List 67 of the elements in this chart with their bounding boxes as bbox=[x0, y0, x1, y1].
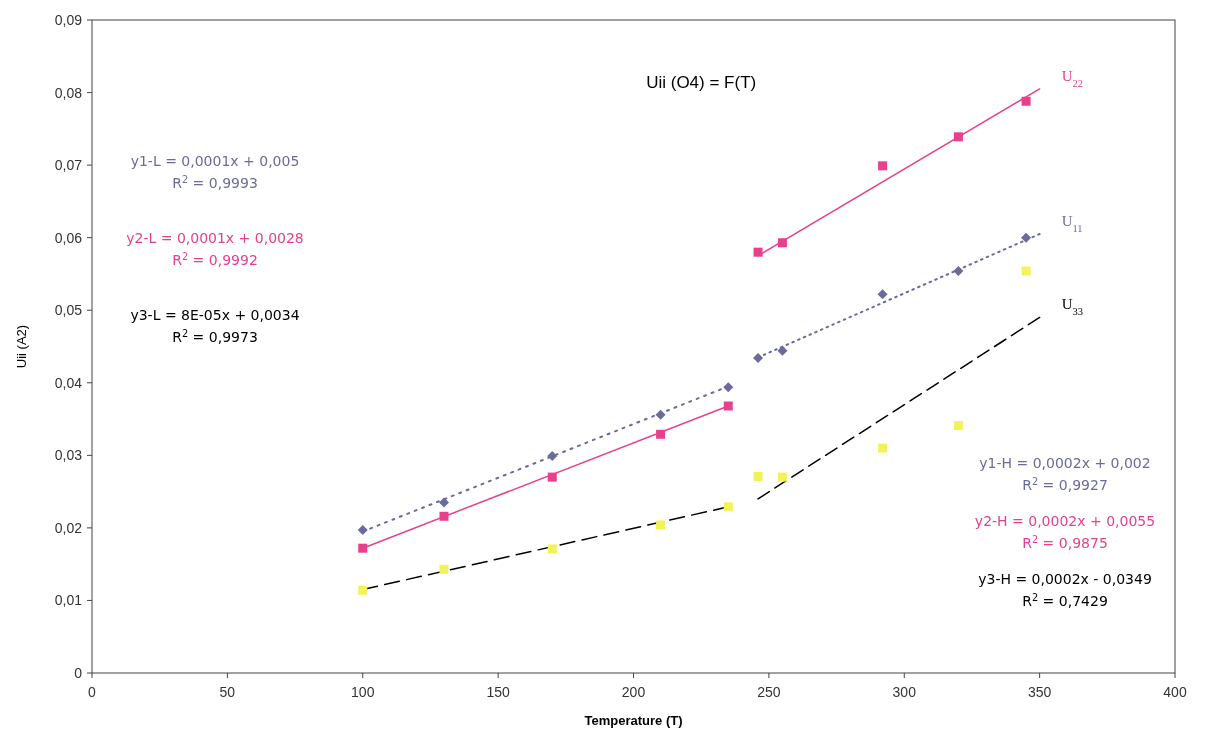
point bbox=[357, 525, 368, 536]
point bbox=[877, 289, 888, 300]
y-axis-title: Uii (A2) bbox=[14, 324, 29, 369]
point bbox=[777, 472, 787, 482]
x-tick-label: 100 bbox=[351, 684, 375, 700]
point bbox=[1021, 232, 1032, 243]
y-tick-label: 0,04 bbox=[54, 374, 83, 391]
annotation: R$^{2}$ = 0,7429 bbox=[1022, 591, 1108, 609]
point bbox=[777, 238, 787, 248]
point bbox=[358, 543, 368, 553]
y-tick-label: 0,01 bbox=[54, 592, 83, 609]
annotation: R$^{2}$ = 0,9875 bbox=[1022, 533, 1108, 551]
point bbox=[1021, 266, 1031, 276]
point bbox=[547, 451, 558, 462]
x-tick-label: 300 bbox=[892, 684, 917, 700]
annotation: R$^{2}$ = 0,9973 bbox=[172, 327, 258, 345]
point bbox=[753, 471, 763, 481]
point bbox=[953, 421, 963, 431]
point bbox=[723, 382, 734, 393]
x-tick-label: 350 bbox=[1027, 684, 1052, 700]
point bbox=[439, 564, 449, 574]
point bbox=[1021, 96, 1031, 106]
y-tick-label: 0,05 bbox=[54, 302, 83, 319]
point bbox=[656, 429, 666, 439]
point bbox=[878, 443, 888, 453]
annotation: R$^{2}$ = 0,9927 bbox=[1022, 475, 1108, 493]
x-tick-label: 200 bbox=[621, 684, 646, 700]
point bbox=[878, 161, 888, 171]
y-tick-label: 0,03 bbox=[54, 447, 83, 464]
y-tick-label: 0,08 bbox=[54, 84, 83, 101]
annotation: y3-L = 8E-05x + 0,0034 bbox=[130, 307, 300, 323]
annotation: y1-H = 0,0002x + 0,002 bbox=[979, 455, 1151, 471]
point bbox=[723, 502, 733, 512]
point bbox=[953, 266, 964, 277]
x-tick-label: 0 bbox=[88, 684, 97, 700]
point bbox=[953, 132, 963, 142]
point bbox=[547, 544, 557, 554]
point bbox=[547, 472, 557, 482]
x-tick-label: 400 bbox=[1163, 684, 1187, 700]
y-tick-label: 0,06 bbox=[54, 229, 83, 246]
annotation: y2-L = 0,0001x + 0,0028 bbox=[126, 230, 304, 246]
point bbox=[777, 345, 788, 356]
point bbox=[753, 353, 764, 364]
text: Uii (O4) = F(T) bbox=[646, 73, 757, 92]
point bbox=[656, 520, 666, 530]
series-label: U$_{22}$ bbox=[1061, 67, 1083, 89]
annotation: y2-H = 0,0002x + 0,0055 bbox=[974, 513, 1156, 529]
point bbox=[358, 585, 368, 595]
series-label: U$_{33}$ bbox=[1061, 296, 1083, 317]
annotation: R$^{2}$ = 0,9992 bbox=[172, 250, 258, 268]
point bbox=[753, 247, 763, 257]
x-axis-title: Temperature (T) bbox=[584, 713, 683, 728]
point bbox=[655, 409, 666, 420]
annotation: y1-L = 0,0001x + 0,005 bbox=[130, 153, 300, 169]
y-tick-label: 0 bbox=[74, 665, 83, 681]
y-tick-label: 0,02 bbox=[54, 519, 83, 536]
point bbox=[723, 401, 733, 411]
x-tick-label: 250 bbox=[757, 684, 781, 700]
series-label: U$_{11}$ bbox=[1061, 213, 1083, 234]
annotation: y3-H = 0,0002x - 0,0349 bbox=[978, 571, 1152, 587]
annotation: R$^{2}$ = 0,9993 bbox=[172, 173, 258, 191]
point bbox=[439, 511, 449, 521]
point bbox=[438, 497, 449, 508]
x-tick-label: 150 bbox=[486, 684, 511, 700]
x-tick-label: 50 bbox=[219, 684, 236, 700]
y-tick-label: 0,07 bbox=[54, 157, 83, 174]
y-tick-label: 0,09 bbox=[54, 12, 83, 28]
